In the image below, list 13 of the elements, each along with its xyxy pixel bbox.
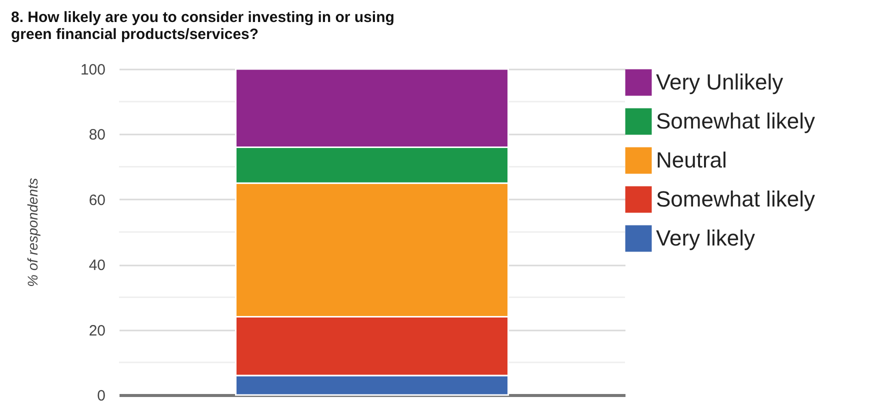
chart-title: 8. How likely are you to consider investing in or using green financial products/services? [10,9,394,43]
y-tick-label: 60 [88,192,106,209]
y-axis-title: % of respondents [24,178,40,287]
legend-label: Very likely [656,226,756,250]
legend-label: Neutral [656,148,727,172]
y-tick-label: 20 [88,322,106,340]
y-tick-label: 100 [80,62,106,78]
y-tick-label: 80 [88,126,106,144]
y-tick-label: 40 [88,257,106,274]
y-tick-label: 0 [97,388,106,404]
legend-label: Somewhat likely [656,186,815,212]
legend-label: Somewhat likely [656,108,815,134]
legend-label: Very Unlikely [656,70,784,94]
